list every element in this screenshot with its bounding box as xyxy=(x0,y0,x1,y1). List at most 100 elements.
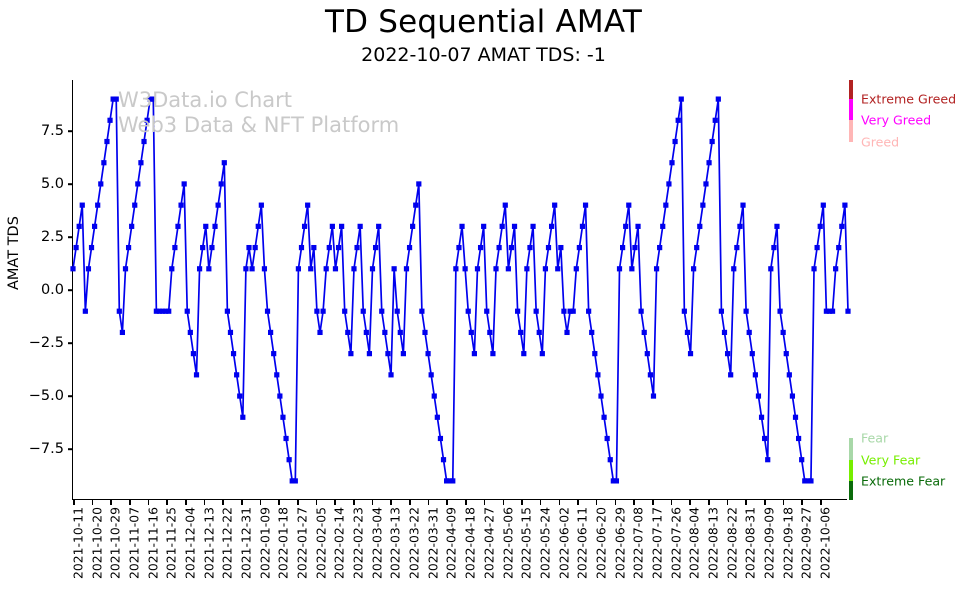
x-axis-tick-label: 2022-03-22 xyxy=(406,507,422,580)
x-axis-tick-label: 2021-11-07 xyxy=(126,507,142,580)
x-axis-tick-mark xyxy=(409,499,411,505)
x-axis-tick-mark xyxy=(446,499,449,505)
threshold-band-marker xyxy=(849,120,853,142)
x-axis-tick-label: 2021-12-31 xyxy=(238,507,254,580)
x-axis-tick-mark xyxy=(689,499,691,505)
x-axis-tick-label: 2022-02-05 xyxy=(313,507,329,580)
threshold-band-marker xyxy=(849,480,853,500)
x-axis-tick-mark xyxy=(819,499,822,505)
threshold-label-greed: Greed xyxy=(861,134,900,149)
x-axis-tick-mark xyxy=(782,499,785,505)
x-axis-tick-label: 2022-04-18 xyxy=(462,507,478,580)
x-axis-tick-label: 2022-01-18 xyxy=(275,507,291,580)
x-axis-tick-label: 2022-05-24 xyxy=(537,507,553,580)
x-axis-tick-mark xyxy=(390,499,393,505)
y-axis-tick-label: 2.5 xyxy=(40,228,64,245)
y-axis-tick-mark xyxy=(67,448,73,450)
x-axis-tick-label: 2022-01-09 xyxy=(257,507,273,580)
threshold-band-marker xyxy=(849,459,853,481)
x-axis-tick-mark xyxy=(483,499,486,505)
x-axis-tick-label: 2022-06-29 xyxy=(612,507,628,580)
x-axis-tick-mark xyxy=(614,499,617,505)
x-axis-tick-label: 2022-02-14 xyxy=(331,507,347,580)
x-axis-tick-label: 2022-08-31 xyxy=(742,507,758,580)
y-axis-tick-mark xyxy=(67,395,73,397)
y-axis-tick-label: −5.0 xyxy=(28,388,64,405)
chart-subtitle: 2022-10-07 AMAT TDS: -1 xyxy=(361,44,606,66)
y-axis-tick-mark xyxy=(67,342,73,344)
threshold-band-marker xyxy=(849,80,853,100)
x-axis-tick-mark xyxy=(745,499,747,505)
x-axis-tick-mark xyxy=(315,499,318,505)
x-axis-tick-mark xyxy=(651,499,654,505)
x-axis-tick-mark xyxy=(465,499,467,505)
x-axis-tick-label: 2021-12-13 xyxy=(201,507,217,580)
x-axis-tick-label: 2022-09-18 xyxy=(780,507,796,580)
y-axis-tick-label: −7.5 xyxy=(28,441,64,458)
x-axis-tick-mark xyxy=(185,499,187,505)
threshold-label-very-fear: Very Fear xyxy=(861,452,921,468)
x-axis-tick-mark xyxy=(502,499,505,505)
y-axis-tick-label: 5.0 xyxy=(40,175,64,192)
x-axis-tick-mark xyxy=(726,499,729,505)
y-axis-label: AMAT TDS xyxy=(6,216,22,290)
x-axis-tick-mark xyxy=(147,499,150,505)
x-axis-tick-label: 2022-06-20 xyxy=(593,507,609,580)
y-axis-tick-mark xyxy=(67,236,73,238)
x-axis-tick-mark xyxy=(801,499,803,505)
x-axis-tick-label: 2021-10-11 xyxy=(70,507,86,580)
x-axis-tick-label: 2022-09-09 xyxy=(761,507,777,580)
plot-area: 7.5 5.0 2.5 0.0 −2.5 −5.0 −7.5 2021-10-11 2021-1… xyxy=(29,80,956,579)
x-axis-tick-label: 2022-08-13 xyxy=(705,507,721,580)
x-axis-tick-label: 2022-07-26 xyxy=(668,507,684,580)
threshold-label-extreme-fear: Extreme Fear xyxy=(861,473,946,489)
x-axis-tick-mark xyxy=(371,499,374,505)
x-axis-tick-mark xyxy=(110,499,112,505)
x-axis-tick-mark xyxy=(297,499,299,505)
x-axis-tick-mark xyxy=(166,499,168,505)
x-axis-tick-mark xyxy=(91,499,94,505)
x-axis-tick-label: 2022-06-11 xyxy=(574,507,590,580)
threshold-band-marker xyxy=(849,99,853,121)
x-axis-tick-label: 2022-08-04 xyxy=(686,507,702,580)
x-axis-tick-mark xyxy=(203,499,206,505)
x-axis-tick-label: 2021-12-22 xyxy=(219,507,235,580)
y-axis-tick-mark xyxy=(67,289,73,291)
x-axis-tick-mark xyxy=(670,499,673,505)
y-axis-tick-label: 0.0 xyxy=(40,282,64,298)
x-axis-tick-mark xyxy=(595,499,598,505)
x-axis-tick-label: 2022-08-22 xyxy=(724,507,740,580)
x-axis-tick-label: 2022-02-23 xyxy=(350,507,366,580)
data-point-markers xyxy=(70,96,851,484)
x-axis-tick-label: 2022-01-27 xyxy=(294,507,310,580)
x-axis-tick-mark xyxy=(353,499,355,505)
x-axis-tick-mark xyxy=(539,499,542,505)
y-axis-tick-label: 7.5 xyxy=(40,122,64,139)
x-axis-tick-label: 2022-03-31 xyxy=(425,507,441,580)
threshold-label-fear: Fear xyxy=(861,430,889,446)
x-axis-tick-label: 2022-04-09 xyxy=(443,507,459,580)
x-axis-tick-label: 2021-12-04 xyxy=(182,507,198,580)
x-axis-tick-label: 2022-07-17 xyxy=(649,507,665,580)
x-axis-tick-label: 2022-06-02 xyxy=(556,507,572,580)
x-axis-tick-mark xyxy=(222,499,224,505)
y-axis-tick-mark xyxy=(67,183,73,185)
x-axis-tick-mark xyxy=(241,499,243,505)
x-axis-tick-mark xyxy=(129,499,131,505)
x-axis-tick-label: 2021-11-16 xyxy=(145,507,161,580)
y-axis-tick-mark xyxy=(67,130,73,132)
x-axis-tick-label: 2021-10-20 xyxy=(89,507,105,580)
x-axis-tick-mark xyxy=(521,499,523,505)
chart-title: TD Sequential AMAT xyxy=(325,4,642,40)
x-axis-tick-mark xyxy=(427,499,430,505)
x-axis-tick-label: 2022-09-27 xyxy=(798,507,814,580)
x-axis-tick-mark xyxy=(763,499,766,505)
x-axis-tick-mark xyxy=(259,499,262,505)
threshold-label-extreme-greed: Extreme Greed xyxy=(861,91,957,107)
x-axis-tick-mark xyxy=(278,499,280,505)
plot-inner xyxy=(70,80,851,499)
x-axis-tick-mark xyxy=(334,499,337,505)
x-axis-tick-label: 2021-11-25 xyxy=(163,507,179,580)
threshold-label-very-greed: Very Greed xyxy=(861,112,932,128)
